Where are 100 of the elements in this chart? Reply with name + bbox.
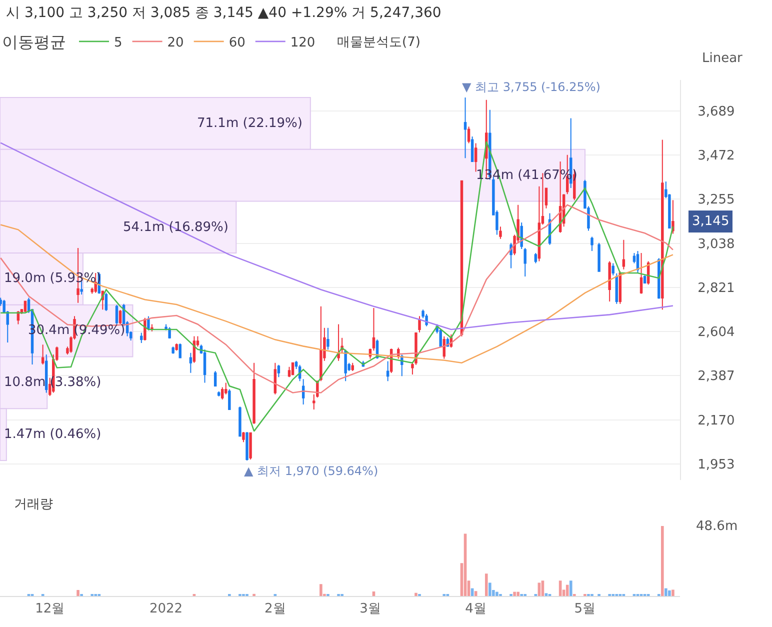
candlestick (590, 236, 594, 252)
candlestick (534, 252, 538, 264)
candlestick (544, 187, 548, 209)
candlestick (672, 200, 674, 234)
candlestick (175, 343, 178, 352)
bar (672, 590, 674, 596)
bar (664, 588, 668, 596)
candlestick (337, 324, 340, 362)
candlestick (622, 239, 626, 270)
bar (544, 593, 548, 596)
y-tick-label: 2,170 (698, 413, 735, 428)
candlestick (351, 362, 354, 372)
candlestick (291, 362, 294, 376)
legend-label: 60 (228, 36, 246, 51)
data-label: 54.1m (16.89%) (123, 220, 228, 235)
candlestick (249, 432, 252, 460)
bar (513, 592, 516, 596)
chart-title: 거래량 (14, 497, 53, 512)
candlestick (172, 346, 174, 354)
candlestick (44, 354, 48, 394)
candlestick (115, 304, 118, 325)
legend-label: 120 (290, 36, 316, 51)
candlestick (104, 292, 108, 312)
y-tick-label: 3,472 (698, 148, 735, 164)
candlestick (147, 316, 150, 331)
candlestick (320, 306, 322, 382)
candlestick (168, 326, 171, 339)
candlestick (277, 364, 280, 378)
chart-title: 매물분석도(7) (337, 35, 420, 50)
x-tick-label: 12월 (35, 602, 65, 617)
candlestick (612, 262, 614, 276)
candlestick (274, 362, 277, 395)
text: 48.6m (696, 519, 738, 534)
bar (484, 574, 488, 596)
y-tick-label: 1,953 (698, 457, 735, 472)
candlestick (140, 332, 143, 344)
candlestick (221, 386, 224, 400)
candlestick (302, 378, 305, 406)
candlestick (238, 406, 242, 437)
candlestick (524, 247, 526, 277)
bar (538, 582, 541, 596)
text: Linear (702, 51, 744, 66)
candlestick (467, 126, 470, 144)
candlestick (41, 344, 44, 365)
x-tick-label: 4월 (465, 602, 486, 617)
legend-label: 20 (167, 36, 184, 51)
candlestick (344, 348, 347, 382)
candlestick (228, 388, 231, 410)
candlestick (217, 390, 220, 397)
candlestick (252, 362, 256, 424)
candlestick (288, 366, 291, 378)
data-label: 1.47m (0.46%) (4, 427, 102, 442)
annotation: ▼ 최고 3,755 (-16.25%) (462, 80, 600, 94)
candlestick (192, 336, 196, 364)
candlestick (178, 343, 182, 358)
candlestick (499, 226, 502, 240)
candlestick (214, 370, 217, 387)
data-label: 71.1m (22.19%) (197, 116, 302, 131)
candlestick (246, 432, 248, 461)
y-tick-label: 2,821 (698, 280, 735, 296)
y-tick-label: 3,038 (698, 236, 735, 252)
bar (320, 584, 322, 596)
bar (76, 590, 80, 596)
legend-title: 이동평균 (2, 32, 66, 52)
candlestick (470, 136, 474, 162)
bar (668, 590, 671, 596)
candlestick (661, 139, 664, 310)
candlestick (203, 348, 206, 384)
bar (474, 591, 478, 596)
y-tick-label: 3,255 (698, 192, 735, 208)
annotation: ▲ 최저 1,970 (59.64%) (244, 464, 378, 478)
text: 3,145 (692, 214, 730, 229)
candlestick (643, 274, 646, 284)
candlestick (150, 324, 154, 332)
x-tick-label: 3월 (360, 602, 381, 617)
bar (516, 592, 520, 596)
candlestick (418, 316, 421, 333)
y-tick-label: 3,689 (698, 104, 735, 120)
bar (414, 592, 418, 596)
bar (488, 582, 492, 596)
candlestick (118, 309, 122, 325)
candlestick (615, 272, 618, 304)
legend-label: 5 (114, 36, 122, 51)
candlestick (242, 432, 245, 443)
x-tick-label: 2022 (149, 602, 183, 617)
candlestick (189, 352, 192, 374)
x-tick-label: 5월 (574, 602, 596, 617)
candlestick (598, 242, 600, 272)
x-tick-label: 2월 (264, 602, 286, 617)
bar (569, 580, 572, 596)
text: 시 3,100 고 3,250 저 3,085 종 3,145 ▲40 +1.29% 거 5,247,360 (6, 5, 442, 21)
candlestick (326, 327, 330, 350)
candlestick (640, 252, 643, 294)
bar (496, 592, 498, 596)
candlestick (386, 360, 390, 382)
y-tick-label: 2,604 (698, 325, 735, 340)
line-series (0, 204, 674, 394)
y-tick-label: 2,387 (698, 369, 735, 384)
candlestick (608, 260, 611, 302)
bar (566, 584, 569, 596)
